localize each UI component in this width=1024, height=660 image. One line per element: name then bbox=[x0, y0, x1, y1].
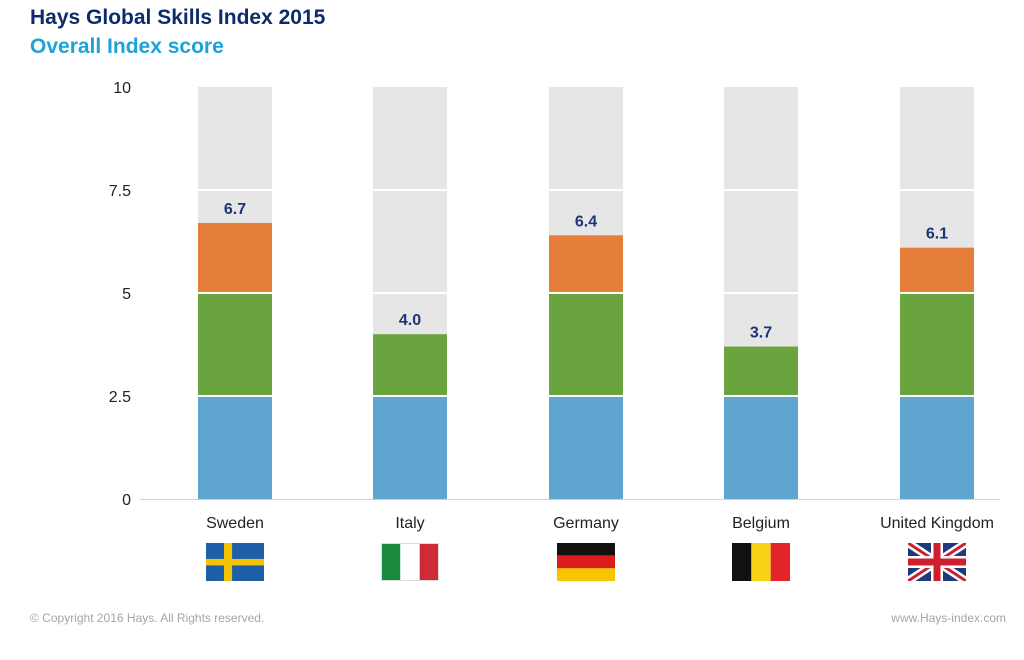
bar-segment bbox=[373, 397, 447, 499]
bar-background-segment bbox=[198, 87, 272, 189]
italy-flag-icon bbox=[381, 543, 439, 581]
bar-background-segment bbox=[724, 87, 798, 189]
germany-flag-icon bbox=[557, 543, 615, 581]
category-label: United Kingdom bbox=[880, 515, 994, 532]
sweden-flag-icon bbox=[206, 543, 264, 581]
chart-subtitle: Overall Index score bbox=[30, 35, 224, 58]
website-link[interactable]: www.Hays-index.com bbox=[891, 611, 1006, 625]
bar-background-segment bbox=[373, 87, 447, 189]
y-tick-label: 7.5 bbox=[109, 183, 131, 200]
bar-background-segment bbox=[373, 191, 447, 292]
bar-segment bbox=[198, 397, 272, 499]
bar-background-segment bbox=[724, 191, 798, 292]
bar-segment bbox=[900, 294, 974, 395]
bar-segment bbox=[549, 397, 623, 499]
category-label: Belgium bbox=[732, 515, 790, 532]
y-tick-label: 0 bbox=[122, 492, 131, 509]
data-label: 3.7 bbox=[750, 325, 772, 342]
bar-segment bbox=[549, 235, 623, 292]
uk-flag-icon bbox=[908, 543, 966, 581]
category-label: Italy bbox=[395, 515, 424, 532]
chart-title: Hays Global Skills Index 2015 bbox=[30, 6, 326, 29]
bar-segment bbox=[198, 294, 272, 395]
y-tick-label: 2.5 bbox=[109, 389, 131, 406]
y-tick-label: 10 bbox=[113, 80, 131, 97]
data-label: 6.1 bbox=[926, 226, 948, 243]
bar-background-segment bbox=[900, 87, 974, 189]
belgium-flag-icon bbox=[732, 543, 790, 581]
bar-segment bbox=[549, 294, 623, 395]
bar-chart: 0 2.5 5 7.5 10 6.7 Sweden 4.0 Italy 6.4 Germany 3.7… bbox=[109, 80, 1000, 581]
bar-segment bbox=[724, 397, 798, 499]
bar-segment bbox=[900, 247, 974, 292]
category-label: Germany bbox=[553, 515, 619, 532]
bar-segment bbox=[900, 397, 974, 499]
bar-segment bbox=[198, 222, 272, 292]
category-label: Sweden bbox=[206, 515, 264, 532]
copyright-notice: © Copyright 2016 Hays. All Rights reserv… bbox=[30, 611, 265, 625]
bar-segment bbox=[724, 346, 798, 395]
bar-background-segment bbox=[549, 87, 623, 189]
data-label: 4.0 bbox=[399, 312, 421, 329]
data-label: 6.4 bbox=[575, 213, 597, 230]
y-tick-label: 5 bbox=[122, 286, 131, 303]
bar-segment bbox=[373, 334, 447, 395]
data-label: 6.7 bbox=[224, 201, 246, 218]
